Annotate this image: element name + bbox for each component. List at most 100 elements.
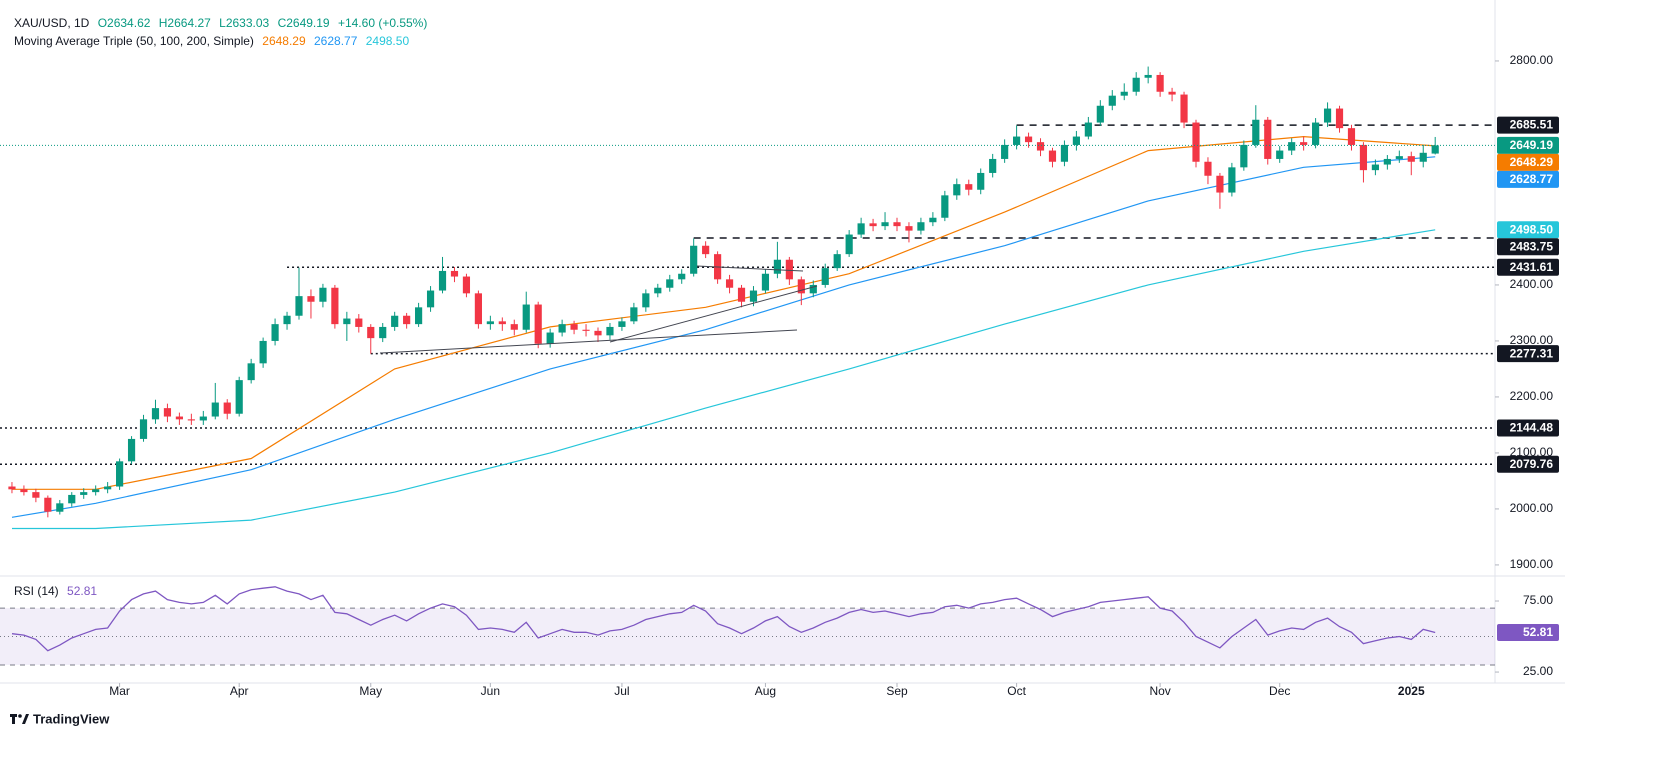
header: XAU/USD, 1D O2634.62 H2664.27 L2633.03 C… [14, 16, 432, 30]
x-tick-label: Nov [1149, 684, 1170, 698]
candle-body [1300, 142, 1308, 145]
candle-body [785, 259, 793, 280]
price-badge [1497, 136, 1559, 154]
candle-body [116, 461, 124, 487]
candle-body [690, 245, 698, 274]
price-badge [1497, 455, 1559, 473]
candle-body [1024, 136, 1033, 143]
x-tick-label: Sep [886, 684, 908, 698]
candle-body [104, 486, 112, 490]
candle-body [367, 326, 375, 339]
price-badge-label: 2628.77 [1510, 172, 1554, 186]
y-tick-label: 1900.00 [1510, 557, 1554, 571]
ohlc: H2664.27 [158, 16, 211, 30]
ma-value: 2628.77 [314, 34, 358, 48]
x-tick-label: May [359, 684, 382, 698]
brand: TradingView [33, 711, 110, 726]
price-badge [1497, 258, 1559, 276]
candle-body [666, 279, 674, 288]
symbol: XAU/USD, 1D [14, 16, 90, 30]
candle-body [725, 279, 734, 288]
rsi-value: 52.81 [67, 584, 98, 598]
x-tick-label: Oct [1007, 684, 1026, 698]
candle-body [749, 290, 758, 302]
price-badge-label: 2144.48 [1510, 421, 1554, 435]
candle-body [1192, 122, 1200, 162]
candle-body [1371, 164, 1379, 171]
candle-body [235, 380, 243, 414]
candle-body [56, 503, 64, 512]
candle-body [415, 307, 423, 325]
x-tick-label: Aug [755, 684, 776, 698]
rsi-badge [1497, 624, 1559, 642]
candle-body [20, 489, 28, 493]
trendline [696, 265, 804, 272]
y-tick-label: 2800.00 [1510, 53, 1554, 67]
trendline [379, 329, 798, 354]
price-badge-label: 2277.31 [1510, 346, 1554, 360]
ohlc: O2634.62 [97, 16, 151, 30]
trendline [609, 285, 818, 343]
candle-body [1096, 105, 1104, 123]
candle-body [498, 321, 506, 325]
price-badge [1497, 238, 1559, 256]
candle-body [1323, 108, 1332, 123]
candle-body [283, 315, 291, 325]
candle-body [1276, 150, 1284, 159]
candle-body [989, 158, 997, 173]
x-tick-label: Dec [1269, 684, 1290, 698]
y-tick-label: 2200.00 [1510, 389, 1554, 403]
logo: TradingView [10, 711, 110, 726]
candle-body [809, 284, 817, 294]
ohlc: C2649.19 [277, 16, 330, 30]
price-badge-label: 2649.19 [1510, 138, 1554, 152]
candle-body [1144, 74, 1152, 78]
price-badge [1497, 153, 1559, 171]
candle-body [486, 321, 494, 325]
y-tick-label: 75.00 [1523, 593, 1553, 607]
y-tick-label: 2300.00 [1510, 333, 1554, 347]
x-tick-label: 2025 [1398, 684, 1425, 698]
candle-body [881, 222, 889, 227]
indicator-name: Moving Average Triple (50, 100, 200, Sim… [14, 34, 254, 48]
candle-body [474, 293, 482, 325]
candle-body [845, 234, 853, 255]
candle-body [1264, 119, 1272, 159]
x-tick-label: Mar [109, 684, 130, 698]
candle-body [953, 184, 961, 196]
candle-body [1240, 144, 1248, 168]
candle-body [343, 318, 351, 325]
price-badge-label: 2685.51 [1510, 118, 1554, 132]
candle-body [44, 497, 52, 512]
candle-body [175, 416, 183, 420]
trendlines [379, 265, 818, 354]
rsi-badge-label: 52.81 [1523, 625, 1553, 639]
candle-body [1252, 119, 1260, 145]
candle-body [1288, 142, 1296, 151]
candle-body [737, 287, 746, 302]
candle-body [761, 273, 770, 291]
candle-body [8, 486, 16, 490]
candle-body [1060, 144, 1069, 162]
candle-body [438, 270, 447, 291]
y-tick-label: 2400.00 [1510, 277, 1554, 291]
candle-body [582, 329, 590, 331]
logo-shape [18, 714, 22, 718]
candle-body [295, 296, 303, 316]
candle-body [1013, 136, 1021, 145]
candle-body [654, 287, 662, 294]
candle-body [223, 402, 231, 414]
price-badge-label: 2483.75 [1510, 239, 1554, 253]
candle-body [187, 419, 195, 421]
candle-body [833, 254, 841, 269]
candle-body [163, 408, 172, 417]
candle-body [1204, 161, 1212, 176]
price-badge [1497, 345, 1559, 363]
candle-body [1168, 91, 1176, 95]
candle-body [618, 321, 626, 327]
rsi-title: RSI (14) [14, 584, 59, 598]
candle-body [307, 296, 315, 302]
y-tick-label: 25.00 [1523, 664, 1553, 678]
candle-body [630, 307, 638, 322]
